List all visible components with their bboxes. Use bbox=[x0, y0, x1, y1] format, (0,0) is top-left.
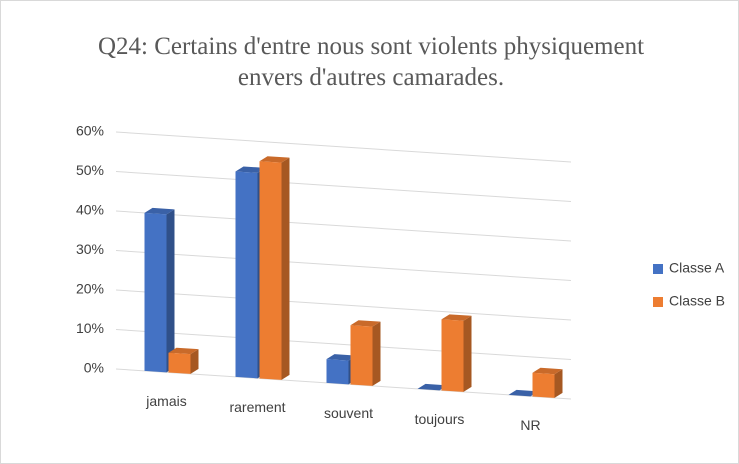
bar-face bbox=[281, 157, 290, 380]
bar bbox=[441, 314, 472, 392]
bar-face bbox=[168, 352, 191, 374]
bar-face bbox=[326, 354, 357, 361]
bar-face bbox=[372, 321, 381, 386]
y-tick-label: 40% bbox=[76, 202, 104, 218]
y-tick-label: 50% bbox=[76, 162, 104, 178]
bar-face bbox=[508, 389, 539, 397]
bar bbox=[417, 383, 448, 391]
grid-line bbox=[115, 131, 572, 163]
legend-swatch bbox=[653, 297, 663, 307]
bar-face bbox=[441, 314, 472, 321]
bar-face bbox=[350, 325, 373, 386]
bar-face bbox=[235, 171, 258, 379]
legend-label: Classe A bbox=[669, 260, 725, 276]
grid-line bbox=[115, 329, 572, 360]
y-tick-label: 20% bbox=[76, 281, 104, 297]
bar bbox=[508, 389, 539, 397]
x-tick-label: jamais bbox=[145, 393, 186, 409]
bar bbox=[144, 207, 175, 373]
bar-face bbox=[554, 369, 563, 398]
grid-line bbox=[115, 289, 572, 321]
y-tick-label: 0% bbox=[84, 360, 104, 376]
x-tick-label: NR bbox=[520, 417, 540, 433]
bar-face bbox=[166, 209, 175, 373]
x-tick-label: rarement bbox=[229, 399, 285, 415]
bar-face bbox=[532, 367, 563, 375]
grid-line bbox=[115, 210, 572, 242]
bar-face bbox=[441, 319, 464, 392]
bar-face bbox=[190, 349, 199, 374]
grid-line bbox=[115, 171, 572, 202]
bar-face bbox=[326, 359, 349, 385]
bar-face bbox=[168, 347, 199, 355]
bar-face bbox=[417, 383, 448, 391]
legend-swatch bbox=[653, 264, 663, 274]
y-tick-label: 10% bbox=[76, 320, 104, 336]
legend-label: Classe B bbox=[669, 293, 725, 309]
bar-face bbox=[235, 166, 266, 173]
grid-line bbox=[115, 250, 572, 281]
y-tick-label: 30% bbox=[76, 241, 104, 257]
chart-title: Q24: Certains d'entre nous sont violents… bbox=[97, 33, 645, 91]
bar-face bbox=[463, 315, 472, 392]
bar-face bbox=[259, 156, 290, 163]
bar bbox=[168, 347, 199, 374]
bar bbox=[259, 156, 290, 380]
x-tick-label: toujours bbox=[415, 411, 465, 427]
y-tick-label: 60% bbox=[76, 123, 104, 139]
bar-face bbox=[144, 207, 175, 215]
bar-face bbox=[350, 320, 381, 327]
bar bbox=[350, 320, 381, 386]
x-tick-label: souvent bbox=[324, 405, 373, 421]
bar bbox=[532, 367, 563, 398]
bar-face bbox=[532, 372, 555, 398]
bar-face bbox=[259, 161, 282, 380]
bar-face bbox=[144, 212, 167, 373]
